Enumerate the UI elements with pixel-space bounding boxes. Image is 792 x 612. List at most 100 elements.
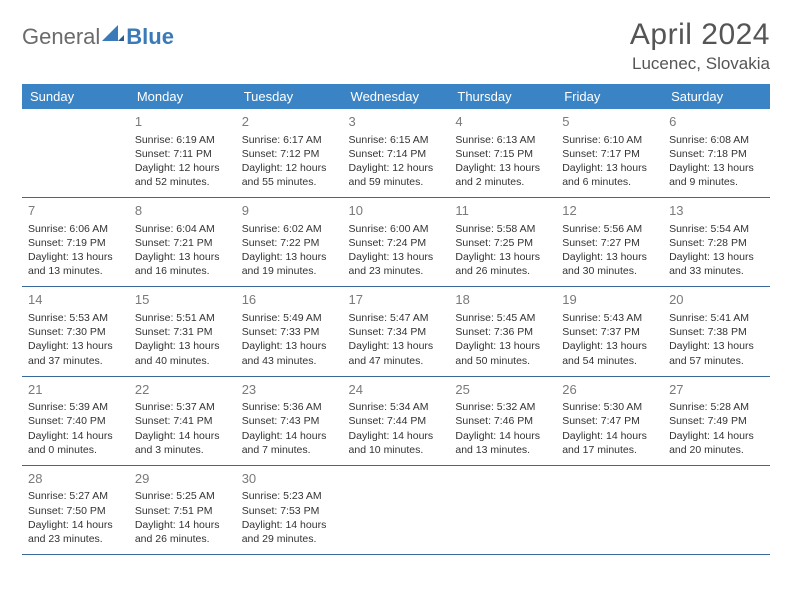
- sunrise-text: Sunrise: 5:54 AM: [669, 222, 764, 236]
- sunset-text: Sunset: 7:31 PM: [135, 325, 230, 339]
- location-label: Lucenec, Slovakia: [630, 54, 770, 74]
- sunset-text: Sunset: 7:14 PM: [349, 147, 444, 161]
- sunrise-text: Sunrise: 6:08 AM: [669, 133, 764, 147]
- sunset-text: Sunset: 7:15 PM: [455, 147, 550, 161]
- calendar-cell: 3Sunrise: 6:15 AMSunset: 7:14 PMDaylight…: [343, 109, 450, 198]
- calendar-cell: 27Sunrise: 5:28 AMSunset: 7:49 PMDayligh…: [663, 376, 770, 465]
- sunrise-text: Sunrise: 6:13 AM: [455, 133, 550, 147]
- sunrise-text: Sunrise: 5:56 AM: [562, 222, 657, 236]
- daylight-text: Daylight: 12 hours and 52 minutes.: [135, 161, 230, 189]
- daylight-text: Daylight: 13 hours and 16 minutes.: [135, 250, 230, 278]
- sunset-text: Sunset: 7:44 PM: [349, 414, 444, 428]
- calendar-table: Sunday Monday Tuesday Wednesday Thursday…: [22, 84, 770, 555]
- calendar-cell: 19Sunrise: 5:43 AMSunset: 7:37 PMDayligh…: [556, 287, 663, 376]
- sunrise-text: Sunrise: 5:36 AM: [242, 400, 337, 414]
- daylight-text: Daylight: 13 hours and 54 minutes.: [562, 339, 657, 367]
- daylight-text: Daylight: 14 hours and 10 minutes.: [349, 429, 444, 457]
- weekday-header: Friday: [556, 84, 663, 109]
- sunset-text: Sunset: 7:25 PM: [455, 236, 550, 250]
- month-title: April 2024: [630, 18, 770, 52]
- daylight-text: Daylight: 14 hours and 0 minutes.: [28, 429, 123, 457]
- sunrise-text: Sunrise: 5:28 AM: [669, 400, 764, 414]
- day-number: 6: [669, 113, 764, 131]
- calendar-row: 28Sunrise: 5:27 AMSunset: 7:50 PMDayligh…: [22, 465, 770, 554]
- day-number: 5: [562, 113, 657, 131]
- calendar-cell: 21Sunrise: 5:39 AMSunset: 7:40 PMDayligh…: [22, 376, 129, 465]
- sunset-text: Sunset: 7:38 PM: [669, 325, 764, 339]
- calendar-cell: 12Sunrise: 5:56 AMSunset: 7:27 PMDayligh…: [556, 198, 663, 287]
- calendar-cell: 24Sunrise: 5:34 AMSunset: 7:44 PMDayligh…: [343, 376, 450, 465]
- day-number: 21: [28, 381, 123, 399]
- sunrise-text: Sunrise: 5:43 AM: [562, 311, 657, 325]
- sunrise-text: Sunrise: 6:02 AM: [242, 222, 337, 236]
- calendar-cell: 16Sunrise: 5:49 AMSunset: 7:33 PMDayligh…: [236, 287, 343, 376]
- day-number: 25: [455, 381, 550, 399]
- day-number: 3: [349, 113, 444, 131]
- calendar-cell: 11Sunrise: 5:58 AMSunset: 7:25 PMDayligh…: [449, 198, 556, 287]
- sunset-text: Sunset: 7:11 PM: [135, 147, 230, 161]
- calendar-cell: [449, 465, 556, 554]
- day-number: 28: [28, 470, 123, 488]
- weekday-header: Wednesday: [343, 84, 450, 109]
- day-number: 10: [349, 202, 444, 220]
- calendar-cell: 13Sunrise: 5:54 AMSunset: 7:28 PMDayligh…: [663, 198, 770, 287]
- day-number: 22: [135, 381, 230, 399]
- day-number: 27: [669, 381, 764, 399]
- sunrise-text: Sunrise: 5:25 AM: [135, 489, 230, 503]
- sunset-text: Sunset: 7:34 PM: [349, 325, 444, 339]
- calendar-row: 21Sunrise: 5:39 AMSunset: 7:40 PMDayligh…: [22, 376, 770, 465]
- logo: General Blue: [22, 24, 174, 50]
- page-header: General Blue April 2024 Lucenec, Slovaki…: [22, 18, 770, 74]
- sunrise-text: Sunrise: 5:32 AM: [455, 400, 550, 414]
- sunset-text: Sunset: 7:18 PM: [669, 147, 764, 161]
- daylight-text: Daylight: 13 hours and 19 minutes.: [242, 250, 337, 278]
- calendar-row: 1Sunrise: 6:19 AMSunset: 7:11 PMDaylight…: [22, 109, 770, 198]
- calendar-cell: [663, 465, 770, 554]
- calendar-cell: 14Sunrise: 5:53 AMSunset: 7:30 PMDayligh…: [22, 287, 129, 376]
- daylight-text: Daylight: 14 hours and 29 minutes.: [242, 518, 337, 546]
- weekday-header: Sunday: [22, 84, 129, 109]
- calendar-cell: [556, 465, 663, 554]
- sunrise-text: Sunrise: 5:41 AM: [669, 311, 764, 325]
- day-number: 30: [242, 470, 337, 488]
- calendar-cell: 30Sunrise: 5:23 AMSunset: 7:53 PMDayligh…: [236, 465, 343, 554]
- daylight-text: Daylight: 13 hours and 43 minutes.: [242, 339, 337, 367]
- calendar-cell: 8Sunrise: 6:04 AMSunset: 7:21 PMDaylight…: [129, 198, 236, 287]
- day-number: 12: [562, 202, 657, 220]
- sunset-text: Sunset: 7:22 PM: [242, 236, 337, 250]
- logo-text-blue: Blue: [126, 24, 174, 50]
- sunrise-text: Sunrise: 5:49 AM: [242, 311, 337, 325]
- sunrise-text: Sunrise: 5:30 AM: [562, 400, 657, 414]
- weekday-header: Monday: [129, 84, 236, 109]
- calendar-cell: [22, 109, 129, 198]
- sunrise-text: Sunrise: 5:23 AM: [242, 489, 337, 503]
- daylight-text: Daylight: 14 hours and 23 minutes.: [28, 518, 123, 546]
- sunrise-text: Sunrise: 5:27 AM: [28, 489, 123, 503]
- sunrise-text: Sunrise: 5:47 AM: [349, 311, 444, 325]
- sunset-text: Sunset: 7:24 PM: [349, 236, 444, 250]
- day-number: 29: [135, 470, 230, 488]
- day-number: 8: [135, 202, 230, 220]
- daylight-text: Daylight: 13 hours and 23 minutes.: [349, 250, 444, 278]
- sunset-text: Sunset: 7:21 PM: [135, 236, 230, 250]
- daylight-text: Daylight: 14 hours and 26 minutes.: [135, 518, 230, 546]
- calendar-row: 14Sunrise: 5:53 AMSunset: 7:30 PMDayligh…: [22, 287, 770, 376]
- daylight-text: Daylight: 14 hours and 20 minutes.: [669, 429, 764, 457]
- day-number: 16: [242, 291, 337, 309]
- sunrise-text: Sunrise: 6:15 AM: [349, 133, 444, 147]
- day-number: 23: [242, 381, 337, 399]
- daylight-text: Daylight: 13 hours and 2 minutes.: [455, 161, 550, 189]
- sunset-text: Sunset: 7:36 PM: [455, 325, 550, 339]
- daylight-text: Daylight: 14 hours and 7 minutes.: [242, 429, 337, 457]
- calendar-row: 7Sunrise: 6:06 AMSunset: 7:19 PMDaylight…: [22, 198, 770, 287]
- daylight-text: Daylight: 14 hours and 13 minutes.: [455, 429, 550, 457]
- sunset-text: Sunset: 7:30 PM: [28, 325, 123, 339]
- weekday-header-row: Sunday Monday Tuesday Wednesday Thursday…: [22, 84, 770, 109]
- daylight-text: Daylight: 13 hours and 50 minutes.: [455, 339, 550, 367]
- sunrise-text: Sunrise: 6:19 AM: [135, 133, 230, 147]
- logo-triangle-icon: [102, 25, 124, 41]
- daylight-text: Daylight: 13 hours and 9 minutes.: [669, 161, 764, 189]
- sunrise-text: Sunrise: 5:45 AM: [455, 311, 550, 325]
- daylight-text: Daylight: 12 hours and 55 minutes.: [242, 161, 337, 189]
- day-number: 19: [562, 291, 657, 309]
